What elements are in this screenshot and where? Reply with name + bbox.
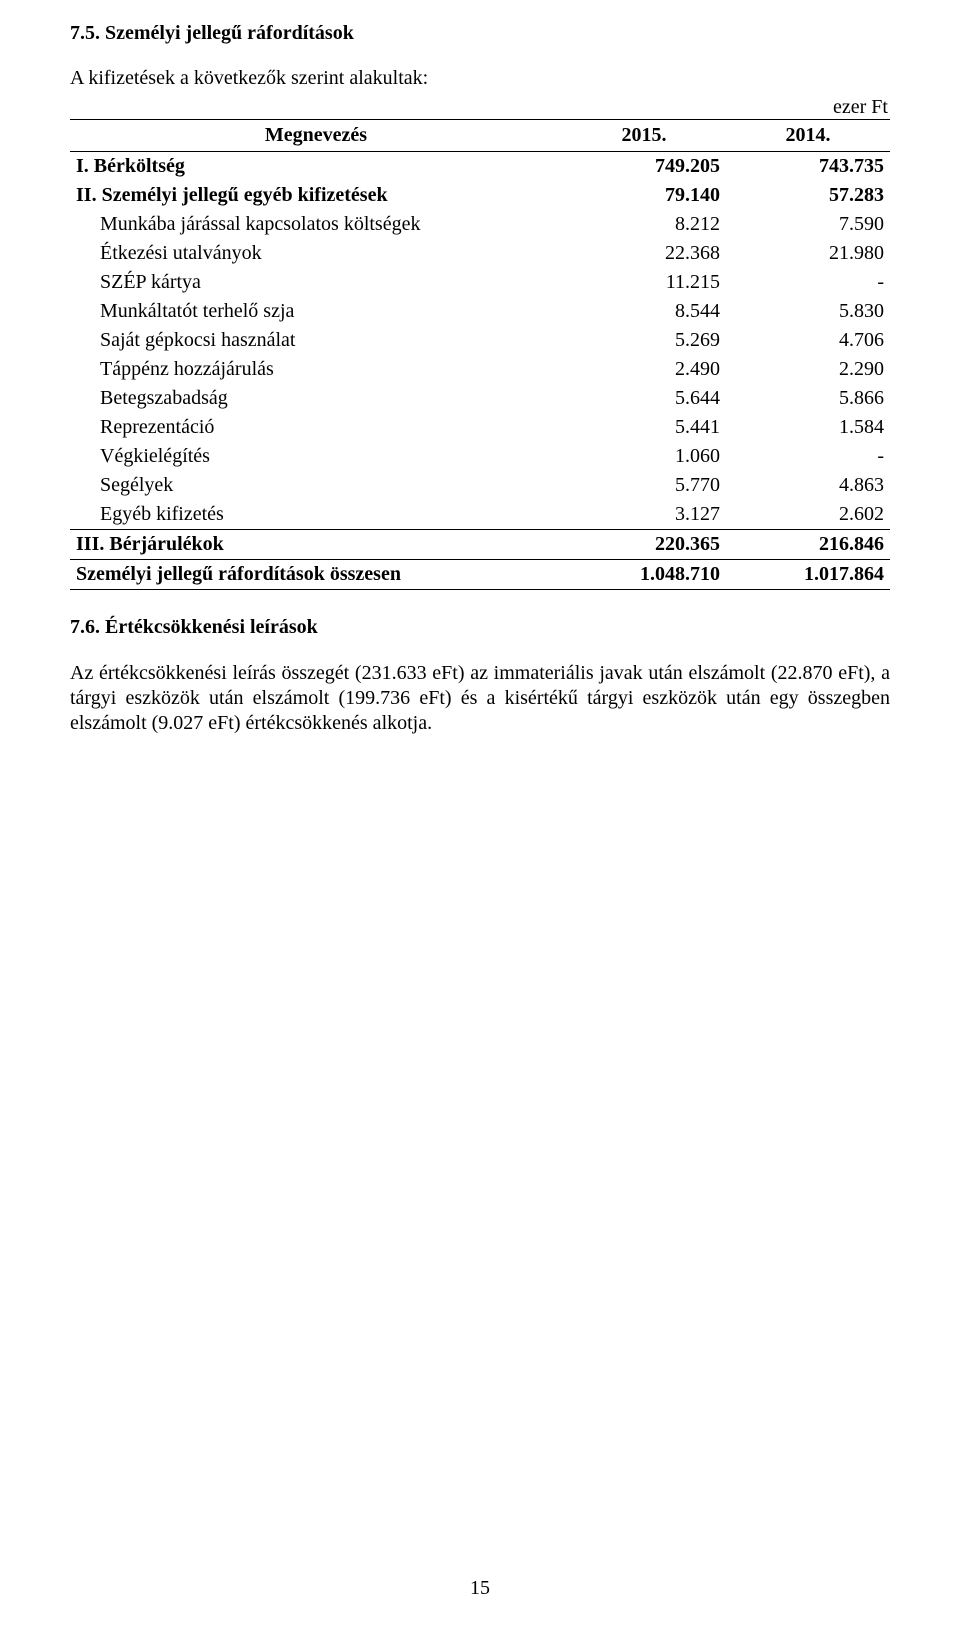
table-unit: ezer Ft bbox=[70, 96, 890, 119]
row-value-2014: 57.283 bbox=[726, 181, 890, 210]
row-label: Segélyek bbox=[70, 471, 562, 500]
section-7-6-heading: 7.6. Értékcsökkenési leírások bbox=[70, 616, 890, 639]
row-value-2014: 2.602 bbox=[726, 500, 890, 530]
table-row: Táppénz hozzájárulás2.4902.290 bbox=[70, 355, 890, 384]
row-value-2015: 11.215 bbox=[562, 268, 726, 297]
row-label: Étkezési utalványok bbox=[70, 239, 562, 268]
row-value-2015: 8.212 bbox=[562, 210, 726, 239]
table-row: Munkába járással kapcsolatos költségek8.… bbox=[70, 210, 890, 239]
row-value-2014: 1.584 bbox=[726, 413, 890, 442]
row-label: Végkielégítés bbox=[70, 442, 562, 471]
row-value-2015: 5.770 bbox=[562, 471, 726, 500]
table-row: II. Személyi jellegű egyéb kifizetések79… bbox=[70, 181, 890, 210]
row-value-2015: 5.441 bbox=[562, 413, 726, 442]
table-row: Munkáltatót terhelő szja8.5445.830 bbox=[70, 297, 890, 326]
row-label: Táppénz hozzájárulás bbox=[70, 355, 562, 384]
row-value-2015: 79.140 bbox=[562, 181, 726, 210]
personnel-costs-table: Megnevezés 2015. 2014. I. Bérköltség749.… bbox=[70, 119, 890, 590]
page: 7.5. Személyi jellegű ráfordítások A kif… bbox=[0, 0, 960, 1636]
row-value-2014: - bbox=[726, 268, 890, 297]
row-value-2015: 5.644 bbox=[562, 384, 726, 413]
row-value-2015: 1.048.710 bbox=[562, 560, 726, 590]
row-value-2014: 4.706 bbox=[726, 326, 890, 355]
row-label: Saját gépkocsi használat bbox=[70, 326, 562, 355]
table-row: Saját gépkocsi használat5.2694.706 bbox=[70, 326, 890, 355]
table-row: Segélyek5.7704.863 bbox=[70, 471, 890, 500]
row-value-2014: 5.866 bbox=[726, 384, 890, 413]
row-value-2014: 1.017.864 bbox=[726, 560, 890, 590]
col-header-name: Megnevezés bbox=[70, 120, 562, 152]
row-value-2015: 22.368 bbox=[562, 239, 726, 268]
row-label: I. Bérköltség bbox=[70, 152, 562, 182]
table-row: Reprezentáció5.4411.584 bbox=[70, 413, 890, 442]
row-label: SZÉP kártya bbox=[70, 268, 562, 297]
table-row: SZÉP kártya11.215- bbox=[70, 268, 890, 297]
row-label: III. Bérjárulékok bbox=[70, 530, 562, 560]
page-number: 15 bbox=[0, 1577, 960, 1600]
row-value-2015: 2.490 bbox=[562, 355, 726, 384]
row-label: Munkáltatót terhelő szja bbox=[70, 297, 562, 326]
table-row: Egyéb kifizetés3.1272.602 bbox=[70, 500, 890, 530]
col-header-2015: 2015. bbox=[562, 120, 726, 152]
row-value-2014: 743.735 bbox=[726, 152, 890, 182]
table-row: III. Bérjárulékok220.365216.846 bbox=[70, 530, 890, 560]
row-value-2014: 216.846 bbox=[726, 530, 890, 560]
row-value-2015: 220.365 bbox=[562, 530, 726, 560]
table-row: Személyi jellegű ráfordítások összesen1.… bbox=[70, 560, 890, 590]
row-label: II. Személyi jellegű egyéb kifizetések bbox=[70, 181, 562, 210]
row-value-2014: 4.863 bbox=[726, 471, 890, 500]
row-value-2014: 7.590 bbox=[726, 210, 890, 239]
row-label: Egyéb kifizetés bbox=[70, 500, 562, 530]
table-row: I. Bérköltség749.205743.735 bbox=[70, 152, 890, 182]
section-7-6-body: Az értékcsökkenési leírás összegét (231.… bbox=[70, 661, 890, 736]
row-value-2015: 1.060 bbox=[562, 442, 726, 471]
row-value-2014: - bbox=[726, 442, 890, 471]
table-row: Étkezési utalványok22.36821.980 bbox=[70, 239, 890, 268]
row-value-2015: 5.269 bbox=[562, 326, 726, 355]
row-value-2014: 5.830 bbox=[726, 297, 890, 326]
row-value-2014: 21.980 bbox=[726, 239, 890, 268]
row-value-2015: 749.205 bbox=[562, 152, 726, 182]
table-header-row: Megnevezés 2015. 2014. bbox=[70, 120, 890, 152]
table-row: Végkielégítés1.060- bbox=[70, 442, 890, 471]
table-row: Betegszabadság5.6445.866 bbox=[70, 384, 890, 413]
col-header-2014: 2014. bbox=[726, 120, 890, 152]
section-7-5-intro: A kifizetések a következők szerint alaku… bbox=[70, 67, 890, 90]
row-value-2015: 8.544 bbox=[562, 297, 726, 326]
row-label: Reprezentáció bbox=[70, 413, 562, 442]
row-label: Betegszabadság bbox=[70, 384, 562, 413]
row-label: Munkába járással kapcsolatos költségek bbox=[70, 210, 562, 239]
row-value-2015: 3.127 bbox=[562, 500, 726, 530]
row-value-2014: 2.290 bbox=[726, 355, 890, 384]
section-7-5-heading: 7.5. Személyi jellegű ráfordítások bbox=[70, 22, 890, 45]
row-label: Személyi jellegű ráfordítások összesen bbox=[70, 560, 562, 590]
